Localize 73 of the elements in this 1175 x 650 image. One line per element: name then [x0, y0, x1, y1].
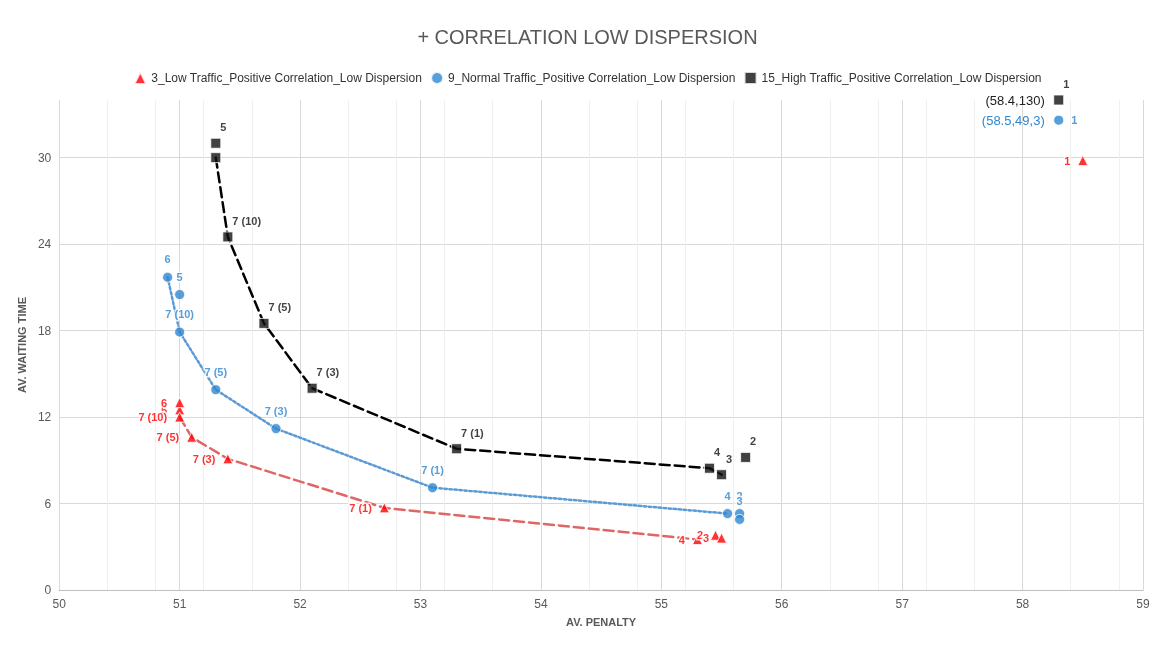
point [222, 453, 234, 465]
annotation: 7 (5) [156, 431, 180, 444]
point [162, 271, 174, 283]
legend-label: 9_Normal Traffic_Positive Correlation_Low Dispersion [448, 71, 736, 85]
point [222, 231, 234, 243]
point [174, 326, 186, 338]
legend-label: 3_Low Traffic_Positive Correlation_Low Dispersion [151, 71, 422, 85]
annotation: 7 (10) [232, 214, 262, 227]
point [210, 384, 222, 396]
y-tick-label: 12 [37, 410, 52, 425]
annotation: 7 (5) [268, 301, 292, 314]
point [174, 411, 186, 423]
point [270, 423, 282, 435]
point [174, 289, 186, 301]
y-tick-label: 6 [44, 496, 52, 511]
annotation: 7 (3) [192, 452, 216, 465]
point [378, 502, 390, 514]
point [174, 397, 186, 409]
x-tick-label: 55 [654, 597, 669, 611]
point [722, 508, 734, 520]
x-tick-label: 52 [293, 597, 308, 611]
annotation: 7 (1) [421, 463, 445, 476]
x-tick-label: 53 [413, 597, 428, 611]
y-axis-title: AV. WAITING TIME [15, 297, 28, 393]
annotation: 1 [1064, 154, 1071, 167]
y-tick-label: 24 [37, 237, 52, 252]
point [210, 137, 222, 149]
point [734, 513, 746, 525]
point [306, 382, 318, 394]
annotation: 2 [750, 435, 757, 448]
point [427, 482, 439, 494]
annotation: 7 (3) [316, 366, 340, 379]
point [704, 462, 715, 474]
point [1053, 114, 1065, 126]
point [186, 431, 198, 443]
point [210, 152, 222, 164]
point [716, 532, 728, 544]
x-tick-label: 54 [534, 597, 548, 611]
annotation: 3 [726, 452, 733, 465]
x-axis-title: AV. PENALTY [566, 615, 637, 628]
point [1053, 94, 1065, 106]
chart-title: + CORRELATION LOW DISPERSION [417, 26, 758, 48]
annotation: 7 (1) [461, 426, 485, 439]
annotation: 6 [164, 253, 171, 266]
x-tick-label: 59 [1136, 597, 1150, 611]
annotation: 3 [702, 532, 710, 545]
x-tick-label: 51 [172, 597, 187, 611]
annotation: 6 [161, 396, 168, 409]
annotation: 4 [724, 489, 732, 502]
point [451, 443, 463, 455]
x-tick-label: 57 [895, 597, 910, 611]
annotation: (58.5,49,3) [981, 112, 1045, 128]
point [740, 451, 752, 463]
x-tick-label: 56 [775, 597, 789, 611]
x-tick-label: 50 [52, 597, 67, 611]
annotation: 1 [1063, 78, 1070, 90]
y-tick-label: 0 [44, 583, 52, 597]
point [258, 317, 270, 329]
annotation: 7 (5) [204, 365, 228, 378]
annotation: (58.4,130) [985, 92, 1045, 108]
point [1077, 155, 1089, 167]
legend-label: 15_High Traffic_Positive Correlation_Low Dispersion [761, 71, 1042, 85]
annotation: 1 [1071, 114, 1078, 127]
annotation: 7 (1) [349, 501, 373, 514]
annotation: 2 [696, 529, 704, 542]
point [716, 469, 728, 481]
annotation: 4 [714, 446, 721, 459]
annotation: 5 [176, 270, 183, 283]
annotation: 5 [220, 121, 227, 134]
y-tick-label: 30 [37, 150, 52, 165]
y-tick-label: 18 [37, 323, 52, 338]
annotation: 7 (3) [264, 404, 288, 417]
x-tick-label: 58 [1015, 597, 1030, 611]
